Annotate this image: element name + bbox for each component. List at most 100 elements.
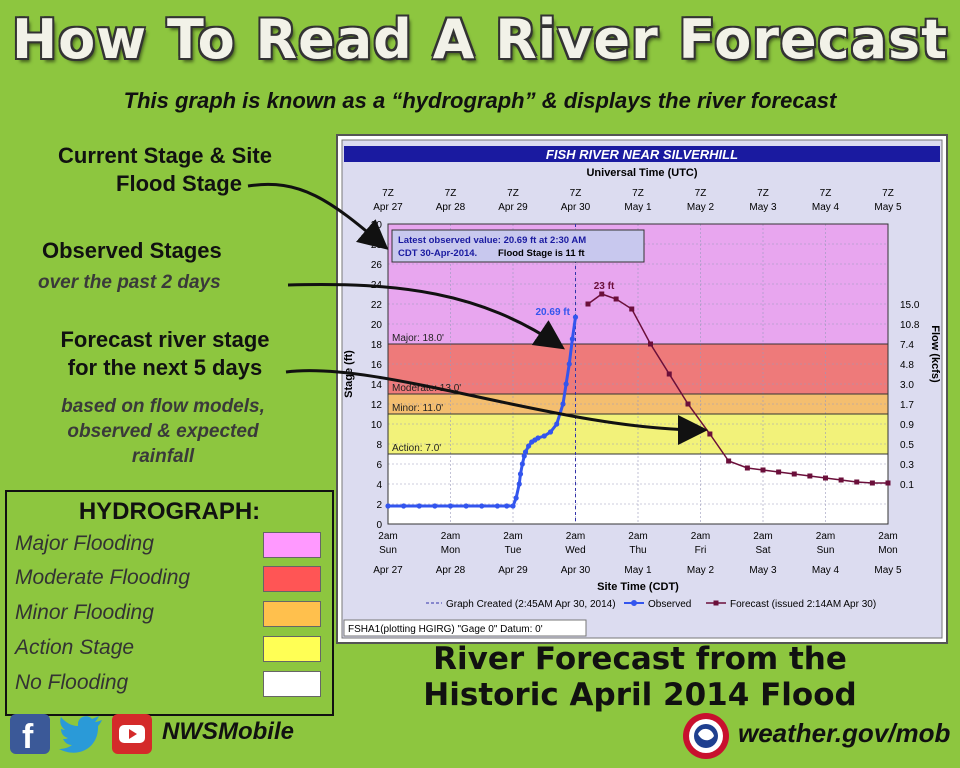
y2-tick-label: 3.0 <box>900 380 914 391</box>
bottom-tick-hour: 2am <box>628 531 647 542</box>
observed-point <box>535 435 541 441</box>
forecast-point <box>838 477 844 483</box>
y-tick-label: 6 <box>376 460 382 471</box>
top-tick-date: Apr 29 <box>498 202 528 213</box>
top-tick-hour: 7Z <box>632 188 644 199</box>
footnote-box <box>343 619 587 637</box>
observed-point <box>401 503 407 509</box>
legend-observed-marker <box>631 600 637 606</box>
annotation-line3: Flood Stage is 11 ft <box>498 248 585 259</box>
bottom-tick-day: Mon <box>441 545 460 556</box>
bottom-tick-date: Apr 28 <box>436 565 466 576</box>
top-tick-date: May 4 <box>812 202 840 213</box>
x-axis-label: Site Time (CDT) <box>597 581 679 593</box>
forecast-point <box>823 475 828 481</box>
y-tick-label: 16 <box>371 360 383 371</box>
forecast-point <box>869 480 875 486</box>
legend-forecast-label: Forecast (issued 2:14AM Apr 30) <box>730 599 876 610</box>
y2-tick-label: 7.4 <box>900 340 914 351</box>
observed-point <box>494 503 500 509</box>
forecast-point <box>726 458 732 464</box>
y-tick-label: 22 <box>371 300 383 311</box>
observed-point <box>432 503 438 509</box>
top-tick-hour: 7Z <box>757 188 769 199</box>
y-tick-label: 0 <box>376 520 382 531</box>
y-tick-label: 30 <box>371 220 383 231</box>
stage-threshold-label: Minor: 11.0' <box>392 403 443 414</box>
forecast-point <box>744 465 750 471</box>
forecast-point <box>613 296 619 302</box>
stage-threshold-label: Major: 18.0' <box>392 333 444 344</box>
svg-text:f: f <box>22 718 34 754</box>
top-tick-hour: 7Z <box>695 188 707 199</box>
y2-axis-label: Flow (kcfs) <box>929 325 941 383</box>
top-tick-date: May 1 <box>624 202 652 213</box>
callout-observed: Observed Stages <box>42 238 222 263</box>
chart-title: FISH RIVER NEAR SILVERHILL <box>546 147 738 162</box>
bottom-tick-date: May 4 <box>812 565 840 576</box>
bottom-tick-day: Wed <box>565 545 585 556</box>
forecast-point <box>666 371 672 377</box>
top-tick-hour: 7Z <box>882 188 894 199</box>
hydrograph-legend: HYDROGRAPH: Major Flooding Moderate Floo… <box>5 490 334 716</box>
page-subtitle: This graph is known as a “hydrograph” & … <box>123 88 837 113</box>
caption-line2: Historic April 2014 Flood <box>423 677 857 713</box>
bottom-tick-day: Fri <box>695 545 707 556</box>
bottom-tick-day: Sun <box>817 545 835 556</box>
youtube-icon[interactable] <box>112 714 152 754</box>
observed-peak-label: 20.69 ft <box>536 307 571 318</box>
bottom-tick-date: Apr 30 <box>561 565 591 576</box>
top-tick-hour: 7Z <box>445 188 457 199</box>
legend-label-moderate: Moderate Flooding <box>15 566 191 589</box>
observed-point <box>560 401 566 407</box>
annotation-line1: Latest observed value: 20.69 ft at 2:30 … <box>398 235 586 246</box>
top-tick-date: May 3 <box>749 202 777 213</box>
bottom-tick-date: May 1 <box>624 565 652 576</box>
caption-line1: River Forecast from the <box>433 641 847 677</box>
chart-caption: River Forecast from the Historic April 2… <box>380 641 900 713</box>
observed-point <box>504 503 510 509</box>
forecast-peak-label: 23 ft <box>594 281 615 292</box>
legend-swatch-major <box>263 532 321 558</box>
facebook-icon[interactable]: f <box>10 714 50 756</box>
weather-gov-link[interactable]: weather.gov/mob <box>738 718 951 748</box>
observed-point <box>479 503 485 509</box>
hydrograph-chart: FISH RIVER NEAR SILVERHILL Universal Time… <box>336 134 948 644</box>
y-tick-label: 2 <box>376 500 382 511</box>
bottom-tick-day: Tue <box>505 545 522 556</box>
legend-swatch-moderate <box>263 566 321 592</box>
forecast-point <box>776 469 782 475</box>
legend-label-major: Major Flooding <box>15 532 154 555</box>
bottom-tick-hour: 2am <box>378 531 397 542</box>
observed-point <box>563 381 569 387</box>
top-tick-hour: 7Z <box>382 188 394 199</box>
stage-threshold-label: Action: 7.0' <box>392 443 441 454</box>
y-tick-label: 18 <box>371 340 383 351</box>
observed-point <box>447 503 454 509</box>
legend-swatch-action <box>263 636 321 662</box>
bottom-tick-hour: 2am <box>503 531 522 542</box>
bottom-tick-date: Apr 29 <box>498 565 528 576</box>
y2-tick-label: 0.9 <box>900 420 914 431</box>
twitter-icon[interactable] <box>58 714 102 754</box>
nws-mobile-handle[interactable]: NWSMobile <box>162 718 294 745</box>
y2-tick-label: 15.0 <box>900 300 920 311</box>
y2-tick-label: 4.8 <box>900 360 914 371</box>
callout-forecast-line2: for the next 5 days <box>67 355 263 380</box>
bottom-tick-hour: 2am <box>878 531 897 542</box>
top-tick-date: May 5 <box>874 202 902 213</box>
annotation-box <box>391 229 645 263</box>
y2-tick-label: 0.1 <box>900 480 914 491</box>
stage-threshold-label: Moderate: 13.0' <box>392 383 461 394</box>
bottom-tick-hour: 2am <box>566 531 585 542</box>
observed-point <box>554 421 560 427</box>
observed-point <box>516 481 522 487</box>
top-tick-hour: 7Z <box>570 188 582 199</box>
y2-tick-label: 10.8 <box>900 320 920 331</box>
bottom-tick-hour: 2am <box>441 531 460 542</box>
observed-point <box>572 314 579 320</box>
top-tick-date: Apr 27 <box>373 202 403 213</box>
forecast-point <box>854 479 860 485</box>
y-axis-label: Stage (ft) <box>343 350 355 398</box>
callout-forecast-sub-line3: rainfall <box>131 446 195 467</box>
